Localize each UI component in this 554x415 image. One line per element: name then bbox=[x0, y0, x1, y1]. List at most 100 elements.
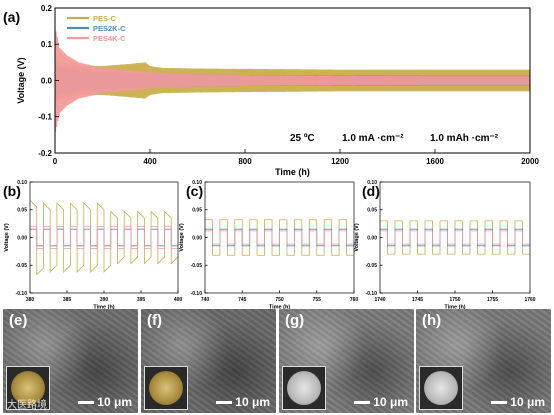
y-tick-label: 0.00 bbox=[367, 235, 377, 241]
x-axis-label: Time (h) bbox=[444, 305, 465, 311]
x-tick-label: 745 bbox=[238, 297, 247, 303]
y-tick-label: 0.10 bbox=[192, 180, 202, 186]
x-tick-label: 400 bbox=[174, 297, 183, 303]
x-tick-label: 385 bbox=[63, 297, 72, 303]
x-tick-label: 1740 bbox=[374, 297, 385, 303]
sem-image-e: (e) 10 μm 大医路境 bbox=[3, 309, 138, 413]
y-tick-label: 0.10 bbox=[367, 180, 377, 186]
sem-panel-label: (h) bbox=[422, 312, 442, 329]
chart-panel-a: 0 400 800 1200 1600 2000 -0.2 -0.1 0.0 0.1 0.2 Time… bbox=[3, 4, 539, 177]
y-tick-label: 0.05 bbox=[192, 208, 202, 214]
plot-area bbox=[55, 26, 530, 133]
electrode-disc bbox=[424, 371, 458, 405]
y-tick-label: -0.2 bbox=[38, 149, 52, 158]
y-axis-label: Voltage (V) bbox=[354, 223, 360, 251]
x-axis-label: Time (h) bbox=[275, 167, 310, 177]
x-tick-label: 750 bbox=[275, 297, 284, 303]
plot-area bbox=[205, 219, 354, 256]
y-axis-label: Voltage (V) bbox=[16, 57, 26, 103]
series-trace-PES4K-C bbox=[55, 26, 530, 133]
legend-label: PES4K-C bbox=[93, 34, 126, 43]
panel-label: (c) bbox=[186, 183, 203, 199]
y-tick-label: 0.1 bbox=[41, 40, 53, 49]
y-tick-label: 0.2 bbox=[41, 4, 53, 13]
y-tick-label: 0.00 bbox=[17, 235, 27, 241]
panel-label: (a) bbox=[3, 9, 20, 25]
electrode-disc bbox=[149, 371, 183, 405]
scale-bar-text: 10 μm bbox=[373, 395, 408, 409]
legend-label: PES-C bbox=[93, 14, 117, 23]
y-tick-label: 0.05 bbox=[17, 208, 27, 214]
x-tick-label: 1745 bbox=[412, 297, 423, 303]
y-tick-label: -0.10 bbox=[191, 291, 203, 297]
annotation-text: 1.0 mAh ·cm⁻² bbox=[430, 133, 499, 144]
panel-label: (d) bbox=[362, 183, 380, 199]
y-tick-label: -0.05 bbox=[366, 263, 378, 269]
chart-panel-d: 1740 1745 1750 1755 1760 -0.10 -0.05 0.00 0.05 0.… bbox=[354, 180, 536, 311]
electrode-disc bbox=[287, 371, 321, 405]
scale-bar-line bbox=[216, 400, 233, 404]
scale-bar-text: 10 μm bbox=[97, 395, 132, 409]
series-trace-PES4K-C bbox=[205, 230, 354, 245]
sem-image-h: (h) 10 μm bbox=[416, 309, 551, 413]
plot-area bbox=[30, 200, 178, 276]
x-axis-label: Time (h) bbox=[93, 305, 114, 311]
y-tick-label: -0.10 bbox=[366, 291, 378, 297]
scale-bar: 10 μm bbox=[78, 395, 132, 409]
y-tick-label: 0.00 bbox=[192, 235, 202, 241]
electrode-disc bbox=[11, 371, 45, 405]
annotation-text: 25 ºC bbox=[290, 133, 315, 144]
y-tick-label: -0.05 bbox=[191, 263, 203, 269]
coin-cell-photo bbox=[6, 366, 50, 410]
series-trace-PES4K-C bbox=[30, 226, 178, 249]
scale-bar-text: 10 μm bbox=[235, 395, 270, 409]
y-tick-label: -0.10 bbox=[16, 291, 28, 297]
coin-cell-photo bbox=[144, 366, 188, 410]
plot-area bbox=[380, 220, 530, 255]
y-tick-label: 0.10 bbox=[17, 180, 27, 186]
x-tick-label: 755 bbox=[313, 297, 322, 303]
scale-bar-line bbox=[78, 400, 95, 404]
scale-bar: 10 μm bbox=[491, 395, 545, 409]
y-tick-label: -0.05 bbox=[16, 263, 28, 269]
scale-bar-text: 10 μm bbox=[510, 395, 545, 409]
x-tick-label: 1760 bbox=[524, 297, 535, 303]
x-tick-label: 390 bbox=[100, 297, 109, 303]
panel-label: (b) bbox=[3, 183, 21, 199]
coin-cell-photo bbox=[419, 366, 463, 410]
coin-cell-photo bbox=[282, 366, 326, 410]
x-tick-label: 2000 bbox=[521, 157, 539, 166]
x-tick-label: 760 bbox=[350, 297, 359, 303]
legend-label: PES2K-C bbox=[93, 24, 126, 33]
annotation-text: 1.0 mA ·cm⁻² bbox=[342, 133, 404, 144]
x-tick-label: 1750 bbox=[449, 297, 460, 303]
series-trace-PES4K-C bbox=[380, 230, 530, 245]
x-tick-label: 1600 bbox=[426, 157, 444, 166]
scale-bar: 10 μm bbox=[216, 395, 270, 409]
x-tick-label: 1200 bbox=[331, 157, 349, 166]
scale-bar-line bbox=[354, 400, 371, 404]
x-tick-label: 0 bbox=[53, 157, 58, 166]
scale-bar-line bbox=[491, 400, 508, 404]
x-tick-label: 395 bbox=[137, 297, 146, 303]
x-tick-label: 800 bbox=[238, 157, 252, 166]
watermark: 大医路境 bbox=[7, 400, 47, 411]
x-tick-label: 400 bbox=[143, 157, 157, 166]
sem-panel-label: (g) bbox=[285, 312, 305, 329]
y-tick-label: -0.1 bbox=[38, 113, 52, 122]
x-tick-label: 1755 bbox=[487, 297, 498, 303]
x-axis-label: Time (h) bbox=[269, 305, 290, 311]
y-axis-label: Voltage (V) bbox=[4, 223, 10, 251]
chart-panel-c: 740 745 750 755 760 -0.10 -0.05 0.00 0.05 0.10 Tim… bbox=[179, 180, 358, 311]
sem-panel-label: (f) bbox=[147, 312, 162, 329]
x-tick-label: 740 bbox=[201, 297, 210, 303]
x-tick-label: 380 bbox=[26, 297, 35, 303]
chart-panel-b: 380 385 390 395 400 -0.10 -0.05 0.00 0.05 0.10 Tim… bbox=[3, 180, 182, 311]
y-tick-label: 0.0 bbox=[41, 76, 53, 85]
sem-image-g: (g) 10 μm bbox=[279, 309, 414, 413]
y-tick-label: 0.05 bbox=[367, 208, 377, 214]
y-axis-label: Voltage (V) bbox=[179, 223, 185, 251]
sem-image-f: (f) 10 μm bbox=[141, 309, 276, 413]
sem-panel-label: (e) bbox=[9, 312, 28, 329]
